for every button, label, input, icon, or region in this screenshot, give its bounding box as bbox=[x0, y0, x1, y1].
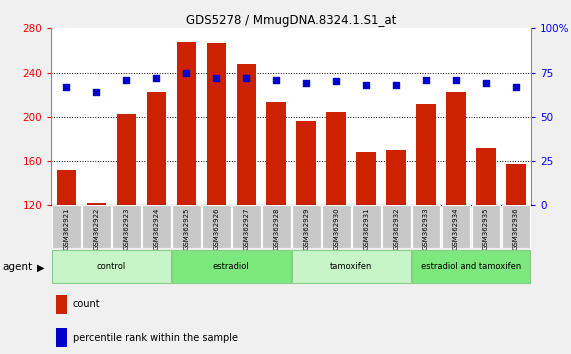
Bar bbox=[387, 150, 406, 205]
Text: GSM362930: GSM362930 bbox=[333, 207, 339, 250]
Point bbox=[242, 75, 251, 81]
Bar bbox=[412, 205, 440, 248]
Text: GSM362936: GSM362936 bbox=[513, 207, 519, 250]
Point bbox=[332, 79, 341, 84]
Bar bbox=[352, 205, 380, 248]
Bar bbox=[172, 250, 291, 283]
Text: GSM362923: GSM362923 bbox=[123, 207, 130, 250]
Bar bbox=[296, 121, 316, 205]
Text: GSM362931: GSM362931 bbox=[363, 207, 369, 250]
Point bbox=[182, 70, 191, 75]
Text: tamoxifen: tamoxifen bbox=[330, 262, 372, 271]
Point bbox=[481, 80, 490, 86]
Bar bbox=[172, 205, 200, 248]
Text: percentile rank within the sample: percentile rank within the sample bbox=[73, 333, 238, 343]
Title: GDS5278 / MmugDNA.8324.1.S1_at: GDS5278 / MmugDNA.8324.1.S1_at bbox=[186, 14, 396, 27]
Bar bbox=[502, 205, 530, 248]
Bar bbox=[442, 205, 471, 248]
Text: control: control bbox=[96, 262, 126, 271]
Bar bbox=[292, 250, 411, 283]
Bar bbox=[52, 205, 81, 248]
Point bbox=[212, 75, 221, 81]
Bar bbox=[447, 92, 466, 205]
Bar bbox=[176, 42, 196, 205]
Point bbox=[152, 75, 161, 81]
Point bbox=[62, 84, 71, 90]
Text: GSM362935: GSM362935 bbox=[483, 207, 489, 250]
Bar bbox=[142, 205, 171, 248]
Text: ▶: ▶ bbox=[37, 262, 45, 272]
Bar bbox=[207, 43, 226, 205]
Text: GSM362927: GSM362927 bbox=[243, 207, 250, 250]
Bar bbox=[116, 114, 136, 205]
Bar bbox=[416, 103, 436, 205]
Text: GSM362925: GSM362925 bbox=[183, 207, 190, 250]
Text: GSM362934: GSM362934 bbox=[453, 207, 459, 250]
Bar bbox=[57, 170, 76, 205]
Bar bbox=[506, 164, 526, 205]
Bar bbox=[56, 295, 67, 314]
Text: GSM362926: GSM362926 bbox=[213, 207, 219, 250]
Text: GSM362932: GSM362932 bbox=[393, 207, 399, 250]
Bar bbox=[356, 152, 376, 205]
Bar bbox=[87, 203, 106, 205]
Bar bbox=[147, 92, 166, 205]
Point bbox=[392, 82, 401, 88]
Text: estradiol and tamoxifen: estradiol and tamoxifen bbox=[421, 262, 521, 271]
Text: GSM362929: GSM362929 bbox=[303, 207, 309, 250]
Text: count: count bbox=[73, 299, 100, 309]
Text: GSM362924: GSM362924 bbox=[153, 207, 159, 250]
Bar bbox=[82, 205, 111, 248]
Bar bbox=[322, 205, 351, 248]
Point bbox=[92, 89, 101, 95]
Point bbox=[272, 77, 281, 82]
Bar bbox=[472, 205, 500, 248]
Text: GSM362933: GSM362933 bbox=[423, 207, 429, 250]
Bar bbox=[292, 205, 320, 248]
Text: GSM362928: GSM362928 bbox=[273, 207, 279, 250]
Text: agent: agent bbox=[3, 262, 33, 272]
Bar bbox=[52, 250, 171, 283]
Point bbox=[512, 84, 521, 90]
Bar bbox=[327, 113, 346, 205]
Point bbox=[301, 80, 311, 86]
Bar bbox=[382, 205, 411, 248]
Point bbox=[452, 77, 461, 82]
Point bbox=[361, 82, 371, 88]
Point bbox=[122, 77, 131, 82]
Bar bbox=[56, 329, 67, 347]
Text: GSM362921: GSM362921 bbox=[63, 207, 70, 250]
Bar bbox=[236, 64, 256, 205]
Bar bbox=[262, 205, 291, 248]
Point bbox=[421, 77, 431, 82]
Text: estradiol: estradiol bbox=[213, 262, 250, 271]
Bar bbox=[232, 205, 260, 248]
Bar bbox=[476, 148, 496, 205]
Bar bbox=[112, 205, 140, 248]
Bar bbox=[412, 250, 530, 283]
Text: GSM362922: GSM362922 bbox=[93, 207, 99, 250]
Bar bbox=[202, 205, 231, 248]
Bar bbox=[267, 102, 286, 205]
